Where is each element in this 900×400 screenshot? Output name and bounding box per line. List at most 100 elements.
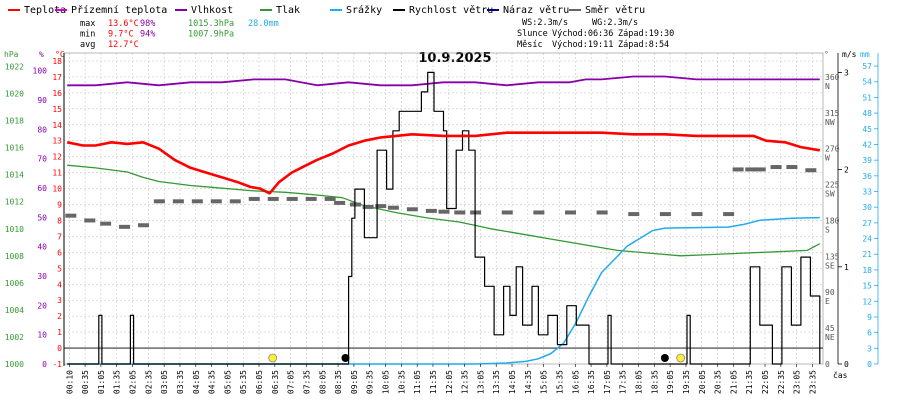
wind-speed-line [67, 71, 821, 365]
mm-tick: 45 [862, 125, 872, 134]
wind-dir-point [596, 210, 608, 215]
x-tick-label: 08:05 [318, 370, 327, 394]
dir-cardinal: SW [825, 190, 835, 199]
chart-title: 10.9.2025 [418, 51, 491, 66]
ms-tick: 1 [844, 263, 849, 272]
dir-tick: 180 [825, 216, 840, 225]
dir-cardinal: NE [825, 333, 835, 342]
x-tick-label: 12:35 [461, 370, 470, 394]
sunset-marker [676, 353, 686, 363]
x-tick-label: 08:35 [334, 370, 343, 394]
wind-dir-point [119, 224, 131, 229]
pct-tick: 100 [33, 67, 48, 76]
ms-tick: 2 [844, 166, 849, 175]
x-tick-label: 15:05 [540, 370, 549, 394]
stats-rows: max 13.6°C 98% 1015.3hPa 28.0mm min 9.7°C 94% 10… [80, 19, 279, 50]
mm-tick: 48 [862, 109, 872, 118]
hpa-tick: 1004 [5, 306, 24, 315]
stat-value: 1015.3hPa [188, 19, 234, 29]
x-tick-label: 23:05 [793, 370, 802, 394]
plot-frame [63, 52, 824, 365]
hpa-tick: 1022 [5, 63, 24, 72]
dir-tick: 135 [825, 252, 840, 261]
x-tick-label: 17:35 [619, 370, 628, 394]
mm-tick: 9 [867, 313, 872, 322]
mm-tick: 12 [862, 297, 872, 306]
wind-dir-point [210, 199, 222, 204]
x-axis-label: čas [833, 370, 848, 380]
wind-dir-point [286, 196, 298, 201]
temp-tick: 16 [52, 89, 62, 98]
temp-tick: 4 [57, 280, 62, 289]
mm-tick: 0 [867, 360, 872, 369]
mm-tick: 24 [862, 235, 872, 244]
wind-dir-point [438, 209, 450, 214]
x-tick-label: 12:05 [445, 370, 454, 394]
hpa-tick: 1000 [5, 360, 24, 369]
x-tick-label: 10:05 [382, 370, 391, 394]
dir-cardinal: NW [825, 118, 835, 127]
wind-dir-point [425, 208, 437, 213]
x-tick-label: 00:35 [81, 370, 90, 394]
hpa-tick: 1020 [5, 90, 24, 99]
dir-cardinal: E [825, 297, 830, 306]
x-tick-label: 09:05 [350, 370, 359, 394]
wind-dir-point [659, 212, 671, 217]
x-tick-label: 15:35 [555, 370, 564, 394]
pct-tick: 0 [42, 360, 47, 369]
x-tick-label: 07:05 [287, 370, 296, 394]
stat-value: 1007.9hPa [188, 30, 234, 40]
temp-tick: -1 [52, 360, 62, 369]
x-tick-label: 14:05 [508, 370, 517, 394]
wind-dir-point [84, 218, 96, 223]
temp-unit: °C [55, 50, 65, 59]
stats-block: max 13.6°C 98% 1015.3hPa 28.0mm min 9.7°C 94% 10… [80, 18, 674, 50]
dir-cardinal: SE [825, 261, 835, 270]
temp-tick: 18 [52, 57, 62, 66]
wind-dir-point [100, 221, 112, 226]
temperature-line [66, 131, 821, 195]
temp-tick: 10 [52, 185, 62, 194]
temp-tick: 9 [57, 201, 62, 210]
stat-value: 28.0mm [248, 19, 279, 29]
x-tick-label: 22:05 [761, 370, 770, 394]
x-tick-label: 00:10 [65, 370, 74, 394]
temp-tick: 12 [52, 153, 62, 162]
wind-dir-point [565, 210, 576, 215]
x-tick-label: 04:05 [192, 370, 201, 394]
x-tick-label: 14:35 [524, 370, 533, 394]
wind-dir-point [805, 168, 817, 173]
stat-value: 9.7°C [108, 30, 134, 40]
x-tick-label: 20:05 [698, 370, 707, 394]
wind-dir-point [406, 207, 418, 212]
temp-tick: 0 [57, 344, 62, 353]
hpa-unit: hPa [4, 50, 19, 59]
mm-tick: 27 [862, 219, 872, 228]
pct-tick: 90 [37, 96, 47, 105]
x-tick-label: 18:35 [650, 370, 659, 394]
wind-dir-point [334, 200, 346, 205]
temp-tick: 11 [52, 169, 62, 178]
x-tick-label: 21:05 [729, 370, 738, 394]
mm-tick: 57 [862, 62, 872, 71]
pct-tick: 40 [37, 243, 47, 252]
dir-unit: ° [824, 50, 829, 59]
dir-tick: 0 [825, 360, 830, 369]
x-tick-label: 19:05 [666, 370, 675, 394]
marker-layer [268, 353, 686, 363]
legend-swatch [393, 9, 405, 11]
x-tick-label: 19:35 [682, 370, 691, 394]
x-tick-label: 11:35 [429, 370, 438, 394]
x-axis-ticks: 00:10 00:35 01:05 01:35 02:05 02:35 03:05 03:35… [65, 364, 817, 394]
wind-gust-stat: WS:2.3m/s [522, 18, 568, 28]
wind-dir-point [501, 210, 513, 215]
dir-tick: 45 [825, 324, 835, 333]
legend-label: Náraz větru [503, 4, 569, 16]
x-tick-label: 23:35 [808, 370, 817, 394]
wind-dir-point [191, 199, 203, 204]
hpa-tick: 1002 [5, 333, 24, 342]
pct-tick: 20 [37, 301, 47, 310]
mm-tick: 30 [862, 203, 872, 212]
mm-tick: 33 [862, 188, 872, 197]
